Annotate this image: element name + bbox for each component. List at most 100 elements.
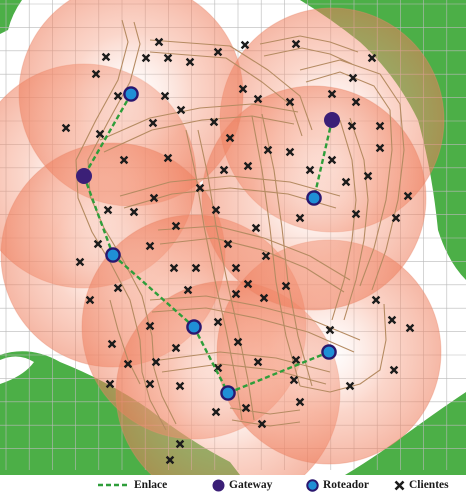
client-marker [103,205,113,215]
client-marker [113,283,123,293]
legend-item-router: Roteador [306,475,369,495]
client-marker [219,165,229,175]
client-marker [371,295,381,305]
client-marker [251,223,261,233]
client-marker [231,263,241,273]
client-marker [141,53,151,63]
link-line [82,175,115,256]
legend-item-link: Enlace [98,475,167,495]
mesh-network-map [0,0,466,475]
legend-router-label: Roteador [323,479,369,491]
client-marker [341,177,351,187]
client-marker [403,191,413,201]
legend-item-client: Clientes [394,475,449,495]
client-marker [351,209,361,219]
client-marker [85,295,95,305]
client-marker [171,221,181,231]
client-marker [347,121,357,131]
client-marker [367,53,377,63]
client-marker [225,133,235,143]
ringed-circle-icon [306,478,319,492]
client-marker [113,91,123,101]
client-marker [185,57,195,67]
client-marker [101,52,111,62]
client-marker [175,439,185,449]
link-line [112,254,195,328]
router-node [123,86,139,102]
client-marker [363,171,373,181]
client-marker [253,94,263,104]
legend-client-label: Clientes [409,479,449,491]
x-mark-icon [394,480,405,490]
client-marker [240,40,250,50]
client-marker [129,207,139,217]
client-marker [291,39,301,49]
client-marker [253,357,263,367]
client-marker [175,381,185,391]
client-marker [213,47,223,57]
client-marker [163,153,173,163]
client-marker [195,183,205,193]
link-line [312,119,334,199]
client-marker [191,263,201,273]
client-marker [211,407,221,417]
gateway-node [76,168,92,184]
client-marker [305,165,315,175]
legend: Enlace Gateway Roteador Clientes [0,475,466,495]
client-marker [327,155,337,165]
client-marker [389,365,399,375]
client-marker [233,337,243,347]
client-marker [291,355,301,365]
client-marker [91,69,101,79]
terrain-corner-top-left [0,0,22,34]
client-marker [211,205,221,215]
client-markers [61,37,415,465]
client-marker [105,379,115,389]
client-marker [259,293,269,303]
client-marker [405,323,415,333]
terrain-bottom-right [345,392,466,475]
client-marker [163,53,173,63]
client-marker [257,419,267,429]
client-marker [243,161,253,171]
network-nodes [76,86,340,401]
gateway-node [324,112,340,128]
client-marker [348,73,358,83]
client-marker [95,129,105,139]
client-marker [263,145,273,155]
client-marker [238,84,248,94]
client-marker [107,339,117,349]
router-node [306,190,322,206]
client-marker [325,325,335,335]
client-marker [295,397,305,407]
client-marker [345,381,355,391]
client-marker [169,263,179,273]
client-marker [281,281,291,291]
client-marker [160,91,170,101]
client-marker [375,143,385,153]
client-marker [154,37,164,47]
client-marker [231,289,241,299]
legend-item-gateway: Gateway [212,475,272,495]
link-lines [82,93,334,395]
link-line [192,326,230,394]
client-marker [285,97,295,107]
client-marker [289,375,299,385]
client-marker [149,193,159,203]
client-marker [119,155,129,165]
client-marker [387,315,397,325]
client-marker [171,343,181,353]
client-marker [123,359,133,369]
terrain-water-notch [0,356,34,384]
client-marker [241,403,251,413]
router-node [321,344,337,360]
legend-gateway-label: Gateway [229,479,273,491]
client-marker [183,285,193,295]
router-node [220,385,236,401]
client-marker [351,97,361,107]
client-marker [75,257,85,267]
legend-link-label: Enlace [134,479,168,491]
router-node [186,319,202,335]
client-marker [261,251,271,261]
client-marker [148,118,158,128]
